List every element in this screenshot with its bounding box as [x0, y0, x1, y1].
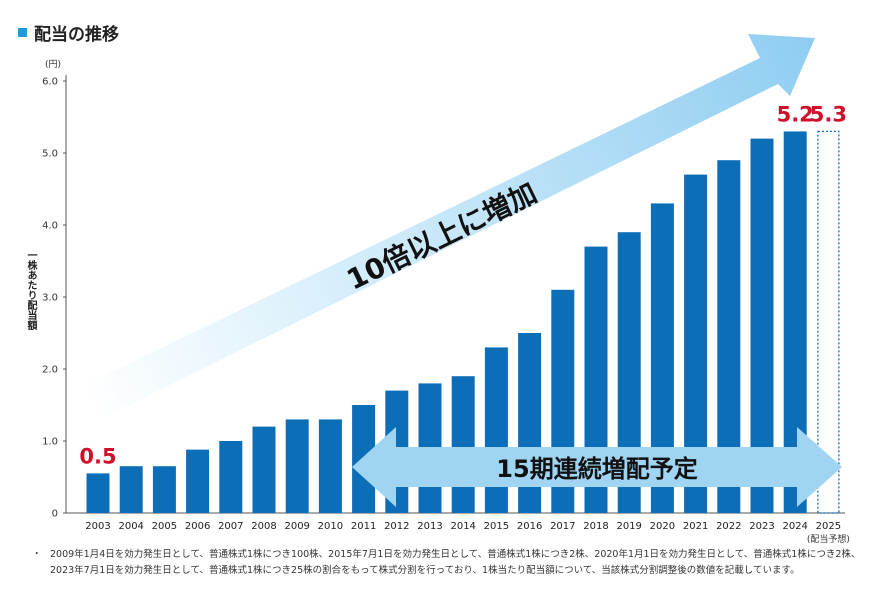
- y-tick-label: 3.0: [42, 293, 58, 304]
- y-tick-label: 2.0: [42, 365, 58, 376]
- bar: [219, 441, 243, 513]
- bar: [152, 466, 176, 513]
- bar: [584, 246, 608, 513]
- x-tick-label: 2018: [583, 521, 608, 532]
- x-tick-label: 2010: [318, 521, 343, 532]
- x-tick-label: 2009: [284, 521, 309, 532]
- x-tick-label: 2024: [782, 521, 807, 532]
- bar: [451, 376, 475, 513]
- bar: [86, 473, 110, 513]
- data-label: 5.2: [777, 102, 814, 126]
- x-tick-label: 2007: [218, 521, 243, 532]
- y-unit: (円): [45, 60, 62, 70]
- bar: [186, 449, 210, 513]
- data-label: 5.3: [810, 102, 847, 126]
- y-tick-label: 4.0: [42, 221, 58, 232]
- x-tick-label: 2008: [251, 521, 276, 532]
- x-tick-label: 2016: [517, 521, 542, 532]
- bar: [717, 160, 741, 513]
- x-tick-label: 2013: [417, 521, 442, 532]
- y-tick-label: 6.0: [42, 77, 58, 88]
- footnote-bullet: ・: [32, 549, 42, 560]
- x-tick-label: 2006: [185, 521, 210, 532]
- footnote-text: 2009年1月4日を効力発生日として、普通株式1株につき100株、2015年7月…: [50, 549, 861, 576]
- increase-arrow-label: 10倍以上に増加: [342, 176, 542, 296]
- x-tick-label: 2004: [118, 521, 143, 532]
- x-tick-label: 2021: [683, 521, 708, 532]
- y-axis-label: 一株あたり配当額: [25, 250, 36, 330]
- bar: [119, 466, 143, 513]
- x-tick-label: 2014: [450, 521, 475, 532]
- y-tick-label: 0: [52, 509, 58, 520]
- consecutive-increase-arrow: [352, 427, 842, 507]
- x-tick-label: 2022: [716, 521, 741, 532]
- x-tick-label: 2017: [550, 521, 575, 532]
- y-tick-label: 5.0: [42, 149, 58, 160]
- x-tick-label: 2005: [152, 521, 177, 532]
- x-tick-label: 2003: [85, 521, 110, 532]
- chart-title: 配当の推移: [34, 25, 119, 45]
- bar: [783, 131, 807, 513]
- x-tick-label: 2020: [650, 521, 675, 532]
- bar: [650, 203, 674, 513]
- bar: [285, 419, 309, 513]
- footnote: ・ 2009年1月4日を効力発生日として、普通株式1株につき100株、2015年…: [32, 547, 862, 579]
- bar: [617, 232, 641, 513]
- x-tick-label: 2012: [384, 521, 409, 532]
- title-square-icon: [18, 28, 27, 37]
- bar: [252, 426, 276, 513]
- x-tick-label: 2023: [749, 521, 774, 532]
- forecast-bar: [817, 130, 840, 514]
- data-label: 0.5: [79, 444, 116, 468]
- consecutive-increase-label: 15期連続増配予定: [496, 455, 697, 483]
- x-tick-label: 2015: [484, 521, 509, 532]
- x-tick-label: 2011: [351, 521, 376, 532]
- bar: [484, 347, 508, 513]
- bar: [684, 174, 708, 513]
- bar: [750, 138, 774, 513]
- bar: [318, 419, 342, 513]
- y-tick-label: 1.0: [42, 437, 58, 448]
- increase-arrow-shape: [85, 34, 815, 418]
- forecast-note: (配当予想): [807, 533, 850, 545]
- x-tick-label: 2019: [616, 521, 641, 532]
- x-tick-label: 2025: [816, 521, 841, 532]
- chart-title-wrap: 配当の推移: [18, 20, 119, 45]
